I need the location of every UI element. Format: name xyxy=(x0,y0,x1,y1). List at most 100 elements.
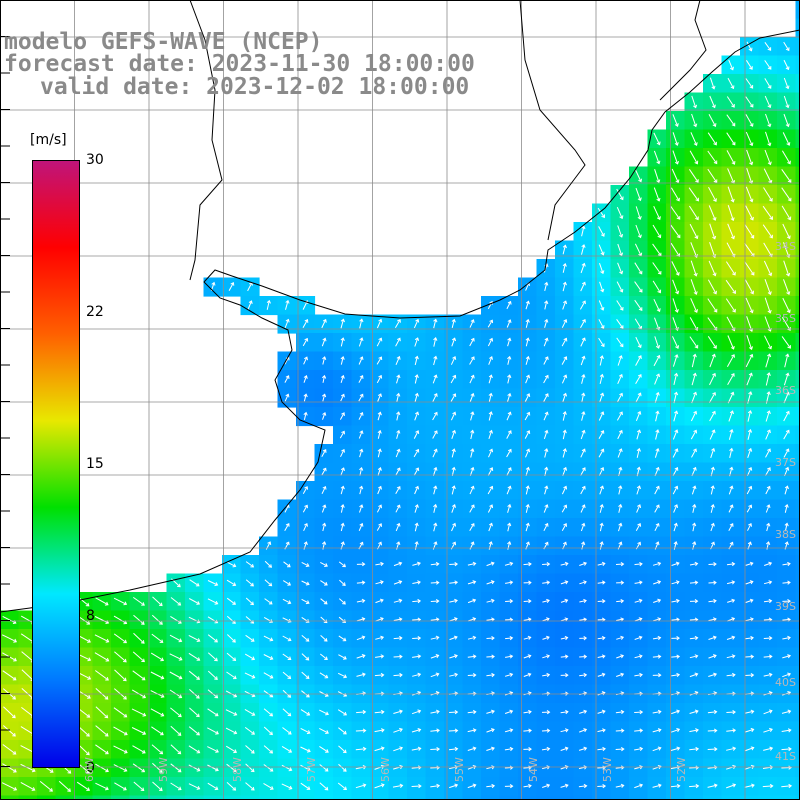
wind-arrow xyxy=(745,205,754,221)
wind-arrow-head xyxy=(673,410,679,415)
wind-arrow xyxy=(598,430,604,439)
wind-arrow-head xyxy=(583,672,588,678)
wind-arrow xyxy=(396,411,400,421)
wind-arrow-head xyxy=(749,598,754,603)
wind-arrow-head xyxy=(433,355,438,360)
wind-arrow-head xyxy=(322,337,327,342)
wind-arrow xyxy=(114,651,127,663)
wind-arrow-head xyxy=(433,318,438,323)
wind-arrow xyxy=(635,336,642,348)
wind-arrow-head xyxy=(620,561,625,567)
wind-arrow xyxy=(375,581,384,585)
wind-arrow-head xyxy=(637,504,642,509)
wind-arrow xyxy=(689,563,698,566)
wind-arrow-head xyxy=(304,356,308,361)
wind-arrow-head xyxy=(766,410,771,415)
wind-arrow xyxy=(469,504,475,513)
wind-arrow xyxy=(340,467,345,476)
wind-arrow xyxy=(525,485,529,495)
wind-arrow-head xyxy=(750,234,755,239)
wind-arrow-head xyxy=(342,600,346,605)
wind-arrow xyxy=(783,242,790,258)
wind-arrow xyxy=(745,297,753,313)
wind-arrow xyxy=(338,654,347,660)
wind-arrow-head xyxy=(637,216,642,220)
wind-arrow-head xyxy=(692,372,697,377)
wind-arrow-head xyxy=(638,307,643,312)
wind-arrow-head xyxy=(470,411,475,416)
wind-arrow-head xyxy=(491,635,495,641)
wind-arrow xyxy=(94,652,109,662)
wind-arrow-head xyxy=(692,485,697,490)
wind-arrow-head xyxy=(507,503,512,508)
wind-arrow-head xyxy=(768,561,773,566)
wind-arrow xyxy=(356,581,365,584)
wind-arrow xyxy=(690,411,697,422)
wind-arrow-head xyxy=(285,318,290,323)
wind-arrow xyxy=(581,244,585,255)
wind-arrow xyxy=(488,523,493,532)
wind-cell xyxy=(795,166,800,186)
wind-arrow-head xyxy=(785,85,790,90)
wind-arrow-head xyxy=(546,561,551,567)
wind-arrow-head xyxy=(711,85,716,90)
wind-arrow xyxy=(376,356,382,365)
wind-arrow-head xyxy=(304,486,309,490)
wind-arrow xyxy=(727,205,734,221)
wind-arrow xyxy=(451,523,456,532)
wind-arrow-head xyxy=(711,353,716,358)
wind-arrow xyxy=(396,393,400,403)
wind-arrow-head xyxy=(377,393,382,398)
wind-arrow-head xyxy=(562,281,567,286)
wind-arrow xyxy=(264,560,272,568)
wind-arrow xyxy=(393,637,402,640)
wind-arrow-head xyxy=(417,654,422,659)
wind-arrow xyxy=(377,412,381,421)
wind-arrow xyxy=(113,633,127,644)
wind-arrow xyxy=(542,636,550,640)
wind-arrow-head xyxy=(583,598,587,604)
wind-arrow xyxy=(560,618,568,622)
wind-arrow-head xyxy=(564,580,569,585)
wind-arrow-head xyxy=(359,466,364,471)
wind-arrow-head xyxy=(525,355,530,360)
wind-arrow-head xyxy=(342,619,347,623)
wind-arrow xyxy=(469,486,474,495)
wind-arrow-head xyxy=(787,160,791,165)
wind-arrow xyxy=(617,243,623,256)
wind-arrow xyxy=(599,263,604,274)
wind-arrow xyxy=(413,467,419,476)
wind-arrow xyxy=(672,354,678,367)
wind-arrow-head xyxy=(600,270,605,275)
wind-arrow-head xyxy=(491,654,495,659)
wind-arrow xyxy=(618,504,622,513)
wind-arrow-head xyxy=(767,85,772,89)
wind-arrow-head xyxy=(581,429,586,434)
wind-arrow xyxy=(653,187,660,202)
wind-arrow xyxy=(507,374,511,384)
colorbar-tick-15: 15 xyxy=(86,456,104,472)
wind-arrow xyxy=(525,523,529,532)
wind-arrow xyxy=(783,392,789,404)
wind-arrow-head xyxy=(766,391,771,395)
wind-arrow xyxy=(636,485,641,495)
wind-arrow-head xyxy=(767,161,772,166)
wind-arrow xyxy=(543,504,548,513)
wind-arrow xyxy=(598,319,605,329)
wind-arrow-head xyxy=(655,429,660,433)
wind-arrow xyxy=(616,636,624,640)
wind-arrow-head xyxy=(581,281,586,286)
wind-arrow-head xyxy=(305,619,310,623)
wind-arrow xyxy=(188,598,200,605)
wind-arrow xyxy=(449,563,458,565)
wind-arrow xyxy=(264,598,273,605)
wind-arrow xyxy=(562,245,566,255)
wind-arrow xyxy=(745,674,754,676)
wind-arrow xyxy=(691,448,697,458)
wind-arrow xyxy=(376,375,382,384)
wind-arrow-head xyxy=(433,466,438,471)
wind-arrow xyxy=(689,581,698,584)
coastline xyxy=(0,29,800,613)
wind-arrow-head xyxy=(674,448,679,453)
wind-arrow-head xyxy=(767,66,772,70)
